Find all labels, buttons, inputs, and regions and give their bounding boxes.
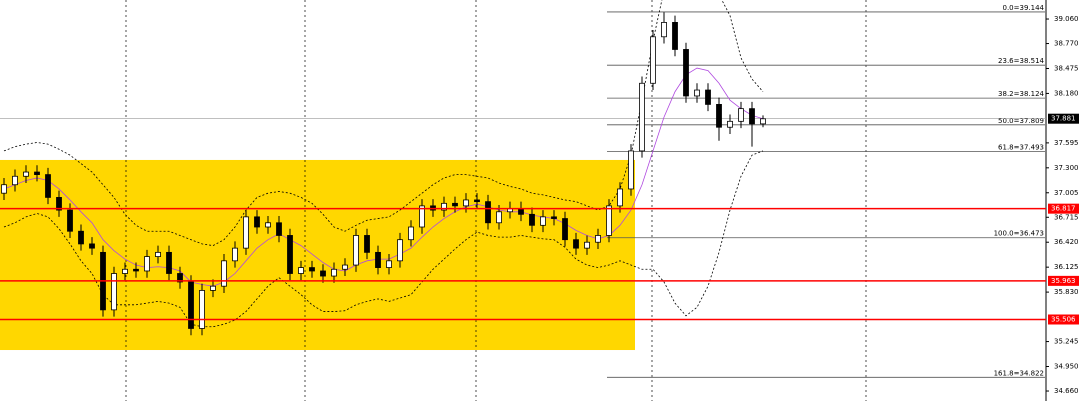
candle-body <box>540 216 546 226</box>
y-tick-label: 36.420 <box>1054 238 1079 246</box>
candle-body <box>705 89 711 105</box>
level-price-label: 35.963 <box>1051 277 1076 285</box>
candle-body <box>1 184 7 194</box>
candle-body <box>529 213 535 226</box>
candle-body <box>727 120 733 128</box>
candle-body <box>496 211 502 224</box>
moving-average <box>3 67 764 287</box>
candle-body <box>254 216 260 228</box>
y-tick-label: 38.475 <box>1054 64 1079 72</box>
candle-body <box>309 267 315 272</box>
candle-body <box>595 235 601 243</box>
y-tick-label: 39.060 <box>1054 15 1079 23</box>
candle-body <box>155 251 161 257</box>
candle-body <box>650 36 656 84</box>
level-price-label: 36.817 <box>1051 205 1076 213</box>
candle-body <box>584 241 590 249</box>
candle-body <box>672 22 678 50</box>
candle-body <box>122 268 128 274</box>
candle-body <box>12 175 18 186</box>
candle-body <box>463 199 469 207</box>
candle-body <box>166 251 172 274</box>
candle-body <box>419 205 425 228</box>
candle-body <box>23 171 29 177</box>
y-tick-label: 38.770 <box>1054 40 1079 48</box>
candle-body <box>694 89 700 97</box>
last-price-box <box>1048 113 1079 124</box>
candle-body <box>353 235 359 266</box>
y-tick-label: 37.300 <box>1054 164 1079 172</box>
candle-body <box>485 201 491 224</box>
candle-body <box>89 243 95 249</box>
level-price-box <box>1048 203 1079 214</box>
candle-body <box>573 239 579 249</box>
candle-body <box>716 104 722 128</box>
candle-body <box>474 199 480 203</box>
band-line <box>3 0 764 247</box>
candle-body <box>210 285 216 291</box>
fib-label: 161.8=34.822 <box>994 369 1044 377</box>
candle-body <box>199 290 205 329</box>
candle-body <box>243 216 249 249</box>
candle-body <box>661 22 667 38</box>
candle-body <box>760 118 766 125</box>
candle-body <box>287 235 293 274</box>
candle-body <box>34 171 40 175</box>
candle-body <box>331 268 337 277</box>
candle-body <box>232 247 238 262</box>
last-price-label: 37.881 <box>1051 115 1076 123</box>
candle-body <box>452 202 458 207</box>
candle-body <box>738 108 744 122</box>
candle-body <box>177 273 183 283</box>
candle-body <box>56 197 62 211</box>
y-tick-label: 36.125 <box>1054 263 1079 271</box>
highlight-zone <box>0 159 635 351</box>
y-tick-label: 38.180 <box>1054 89 1079 97</box>
candle-body <box>78 230 84 245</box>
fib-label: 50.0=37.809 <box>998 117 1044 125</box>
candle-body <box>45 174 51 198</box>
fib-label: 0.0=39.144 <box>1003 4 1045 12</box>
candle-body <box>144 256 150 272</box>
candle-body <box>298 267 304 274</box>
y-tick-label: 37.005 <box>1054 189 1079 197</box>
candle-body <box>276 222 282 236</box>
y-tick-label: 35.245 <box>1054 338 1079 346</box>
candle-body <box>375 251 381 268</box>
candle-body <box>188 281 194 329</box>
level-price-box <box>1048 314 1079 325</box>
candle-body <box>364 235 370 253</box>
candle-body <box>221 260 227 287</box>
candle-body <box>397 239 403 262</box>
candle-body <box>441 202 447 211</box>
candle-body <box>551 216 557 219</box>
candle-body <box>320 270 326 277</box>
candle-body <box>683 49 689 97</box>
candle-body <box>639 82 645 152</box>
fib-label: 61.8=37.493 <box>998 144 1044 152</box>
candle-body <box>386 260 392 268</box>
level-price-label: 35.506 <box>1051 315 1076 323</box>
y-tick-label: 35.830 <box>1054 288 1079 296</box>
candle-body <box>111 273 117 311</box>
candle-body <box>342 264 348 270</box>
candle-body <box>617 188 623 207</box>
candle-body <box>133 268 139 272</box>
fib-label: 100.0=36.473 <box>994 230 1044 238</box>
candle-body <box>408 226 414 241</box>
candle-body <box>67 209 73 232</box>
candle-body <box>628 150 634 190</box>
y-tick-label: 34.950 <box>1054 363 1079 371</box>
fib-label: 23.6=38.514 <box>998 57 1044 65</box>
candle-body <box>606 205 612 236</box>
y-tick-label: 34.660 <box>1054 387 1079 395</box>
level-price-box <box>1048 275 1079 286</box>
y-tick-label: 36.715 <box>1054 213 1079 221</box>
candle-body <box>749 108 755 125</box>
y-tick-label: 37.595 <box>1054 139 1079 147</box>
candle-body <box>265 222 271 228</box>
fib-label: 38.2=38.124 <box>998 90 1044 98</box>
candle-body <box>562 218 568 241</box>
